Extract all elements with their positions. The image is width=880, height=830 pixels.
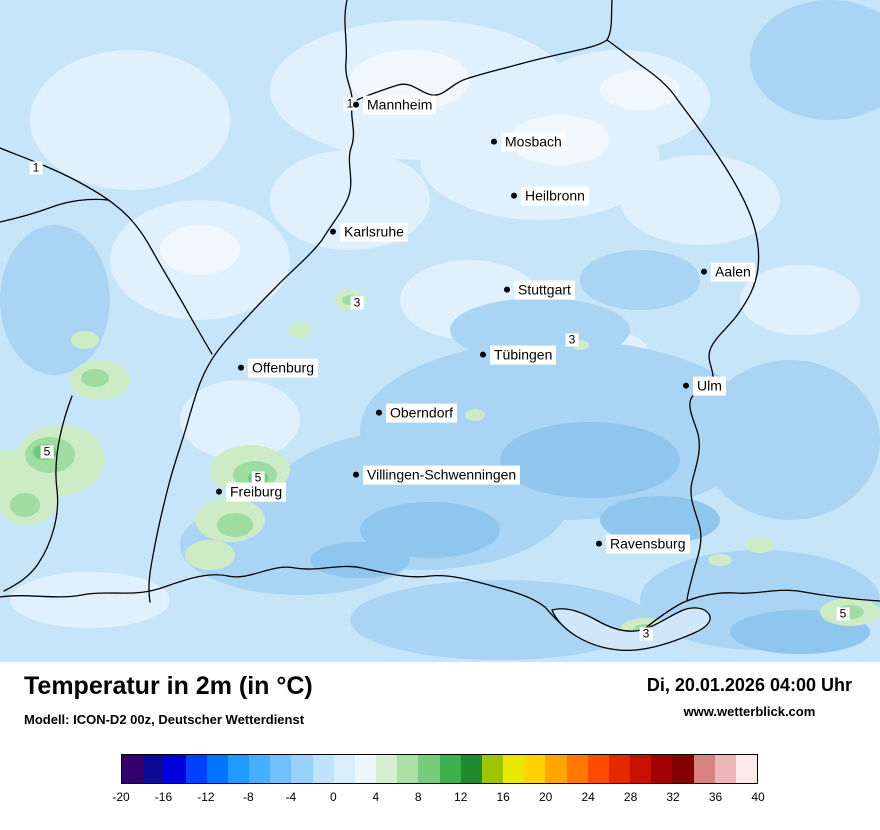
legend-color-block (735, 755, 758, 783)
legend-color-block (545, 755, 567, 783)
legend-tick-label: 32 (666, 790, 680, 804)
legend-color-block (608, 755, 631, 783)
legend-color-block (376, 755, 398, 783)
legend-color-block (503, 755, 525, 783)
legend-tick-label: 12 (454, 790, 468, 804)
legend-color-block (249, 755, 271, 783)
legend-color-block (524, 755, 546, 783)
legend-color-block (397, 755, 419, 783)
legend-tick-label: 0 (329, 790, 337, 804)
legend-tick-label: 4 (372, 790, 380, 804)
legend-tick-label: -4 (285, 790, 297, 804)
legend-color-block (333, 755, 355, 783)
legend-color-block (460, 755, 482, 783)
legend-tick-label: -20 (112, 790, 130, 804)
legend-color-block (587, 755, 609, 783)
legend-color-block (143, 755, 165, 783)
legend-color-block (672, 755, 694, 783)
footer-panel: Temperatur in 2m (in °C) Modell: ICON-D2… (0, 662, 880, 830)
legend-color-block (481, 755, 504, 783)
legend-color-block (291, 755, 313, 783)
legend-color-block (651, 755, 673, 783)
legend-color-block (227, 755, 250, 783)
legend-color-block (312, 755, 334, 783)
legend-color-block (693, 755, 715, 783)
legend-tick-label: -8 (243, 790, 254, 804)
datetime-label: Di, 20.01.2026 04:00 Uhr (646, 675, 852, 695)
temperature-color-scale (121, 754, 758, 784)
legend-color-block (418, 755, 440, 783)
legend-color-block (714, 755, 736, 783)
website-label: www.wetterblick.com (683, 704, 816, 719)
legend-color-block (206, 755, 228, 783)
scale-tick-labels: -20 -16 -12 -8 -4 0 4 8 12 16 20 24 28 32 36 40 (112, 790, 764, 806)
legend-color-block (566, 755, 588, 783)
legend-color-block (185, 755, 207, 783)
legend-tick-label: -12 (197, 790, 215, 804)
legend-color-block (630, 755, 652, 783)
legend-tick-label: 36 (708, 790, 723, 804)
legend-color-block (270, 755, 292, 783)
legend-color-block (439, 755, 461, 783)
legend-color-block (164, 755, 186, 783)
legend-tick-label: 8 (414, 790, 422, 804)
model-info: Modell: ICON-D2 00z, Deutscher Wetterdie… (24, 712, 305, 727)
date-box: Di, 20.01.2026 04:00 Uhr www.wetterblick… (647, 675, 852, 719)
legend-color-block (354, 755, 377, 783)
legend-color-block (122, 755, 144, 783)
page-title: Temperatur in 2m (in °C) (24, 672, 313, 700)
legend-tick-label: 28 (623, 790, 638, 804)
map-graphic (0, 0, 880, 662)
legend-tick-label: 16 (496, 790, 510, 804)
legend-tick-label: 40 (751, 790, 765, 804)
legend-tick-label: 20 (538, 790, 553, 804)
legend-tick-label: -16 (154, 790, 173, 804)
legend-tick-label: 24 (581, 790, 595, 804)
